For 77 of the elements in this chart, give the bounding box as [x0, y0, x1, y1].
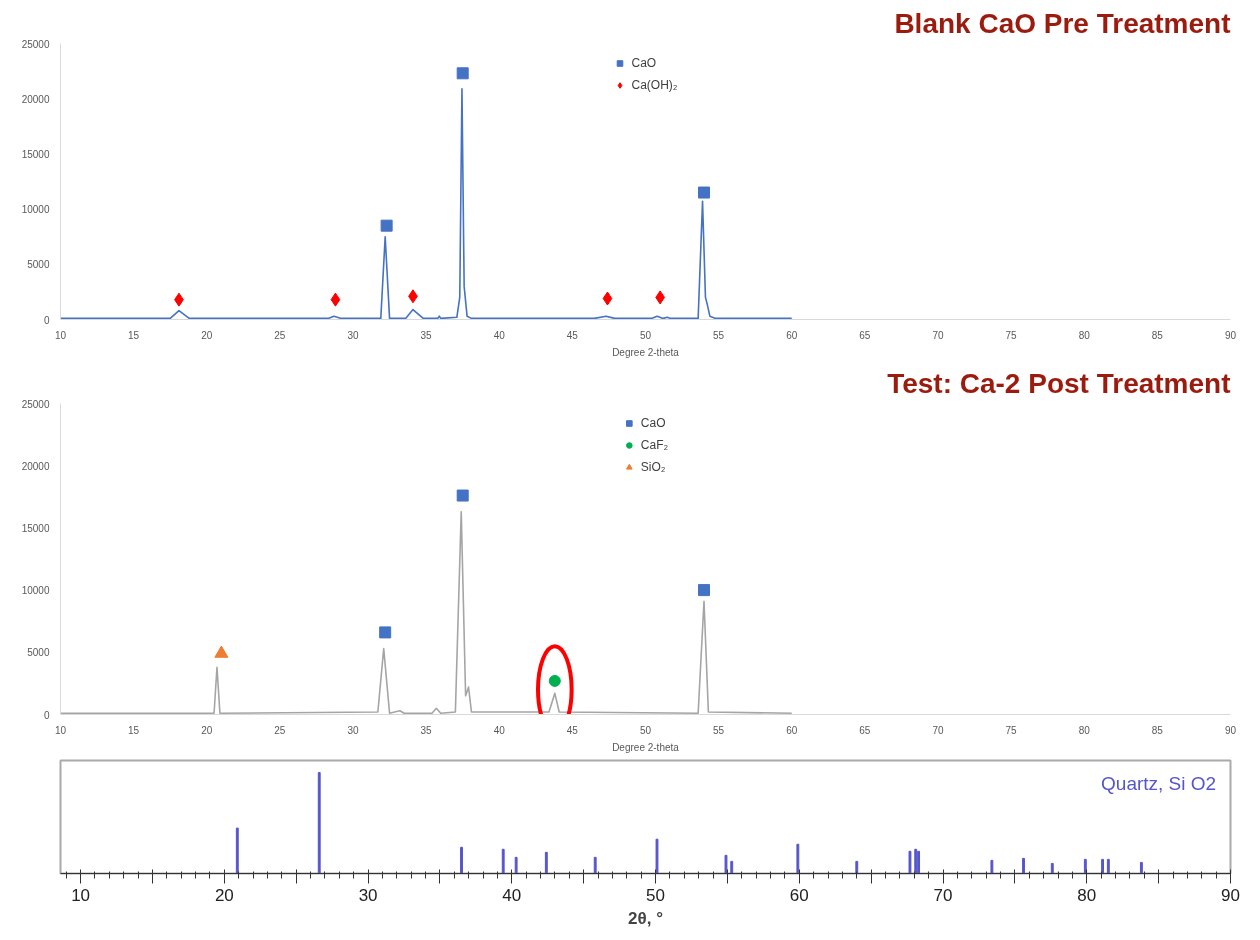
x-tick-label: 40 [502, 885, 522, 905]
x-tick-label: 85 [1151, 329, 1164, 341]
x-tick-label: 55 [713, 724, 725, 736]
x-axis-title: 2θ, ° [628, 908, 664, 928]
y-tick-label: 20000 [21, 460, 50, 472]
y-tick-label: 10000 [21, 204, 50, 216]
x-tick-label: 70 [932, 329, 944, 341]
y-tick-label: 25000 [21, 38, 50, 50]
chart-title: Blank CaO Pre Treatment [894, 7, 1231, 39]
point [214, 645, 229, 658]
x-tick-label: 90 [1224, 724, 1237, 736]
x-tick-label: 55 [713, 329, 725, 341]
x-tick-label: 25 [274, 329, 286, 341]
x-tick-label: 60 [786, 329, 798, 341]
chart-title: Test: Ca-2 Post Treatment [887, 367, 1231, 399]
text: Quartz, Si O2 [1101, 772, 1217, 794]
line-series [60, 510, 793, 715]
legend-label: CaF₂ [640, 438, 669, 452]
y-tick-label: 5000 [27, 647, 50, 659]
legend-label: Ca(OH)₂ [631, 78, 678, 92]
y-tick-label: 25000 [21, 398, 50, 410]
y-tick-label: 15000 [21, 522, 50, 534]
point [456, 489, 469, 502]
y-tick-label: 0 [43, 314, 50, 326]
y-tick-label: 10000 [21, 585, 50, 597]
x-tick-label: 65 [859, 724, 871, 736]
x-tick-label: 45 [566, 724, 579, 736]
point [548, 674, 561, 687]
x-tick-label: 25 [274, 724, 286, 736]
x-tick-label: 40 [493, 724, 506, 736]
y-tick-label: 5000 [27, 259, 50, 271]
point [380, 219, 393, 232]
x-tick-label: 80 [1077, 885, 1097, 905]
legend-label: SiO₂ [640, 460, 666, 474]
x-tick-label: 85 [1151, 724, 1164, 736]
y-tick-label: 0 [43, 709, 50, 721]
x-tick-label: 60 [786, 724, 798, 736]
y-tick-label: 15000 [21, 148, 50, 160]
x-tick-label: 75 [1005, 329, 1018, 341]
x-tick-label: 50 [639, 724, 652, 736]
x-tick-label: 10 [71, 885, 91, 905]
x-tick-label: 20 [201, 724, 213, 736]
x-tick-label: 30 [347, 329, 359, 341]
point [602, 291, 613, 306]
point [379, 626, 392, 639]
x-axis-title: Degree 2-theta [612, 346, 680, 358]
x-tick-label: 15 [128, 724, 140, 736]
x-tick-label: 90 [1224, 329, 1237, 341]
x-tick-label: 30 [347, 724, 359, 736]
x-tick-label: 80 [1078, 724, 1091, 736]
x-tick-label: 50 [639, 329, 652, 341]
point [456, 67, 469, 80]
x-tick-label: 35 [420, 329, 433, 341]
x-tick-label: 90 [1221, 885, 1240, 905]
x-tick-label: 30 [358, 885, 378, 905]
x-tick-label: 20 [214, 885, 234, 905]
x-tick-label: 70 [933, 885, 953, 905]
x-tick-label: 35 [420, 724, 433, 736]
x-tick-label: 20 [201, 329, 213, 341]
point [698, 186, 710, 199]
x-tick-label: 60 [789, 885, 809, 905]
x-axis-title: Degree 2-theta [612, 741, 680, 753]
legend-label: CaO [640, 416, 666, 430]
x-tick-label: 10 [54, 329, 67, 341]
point [698, 584, 710, 597]
x-tick-label: 45 [566, 329, 579, 341]
x-tick-label: 65 [859, 329, 871, 341]
legend-label: CaO [631, 56, 657, 70]
x-tick-label: 75 [1005, 724, 1018, 736]
x-tick-label: 70 [932, 724, 944, 736]
point [330, 292, 341, 307]
x-tick-label: 50 [646, 885, 666, 905]
x-tick-label: 10 [54, 724, 67, 736]
y-tick-label: 20000 [21, 93, 50, 105]
x-tick-label: 80 [1078, 329, 1091, 341]
x-tick-label: 40 [493, 329, 506, 341]
x-tick-label: 15 [128, 329, 140, 341]
